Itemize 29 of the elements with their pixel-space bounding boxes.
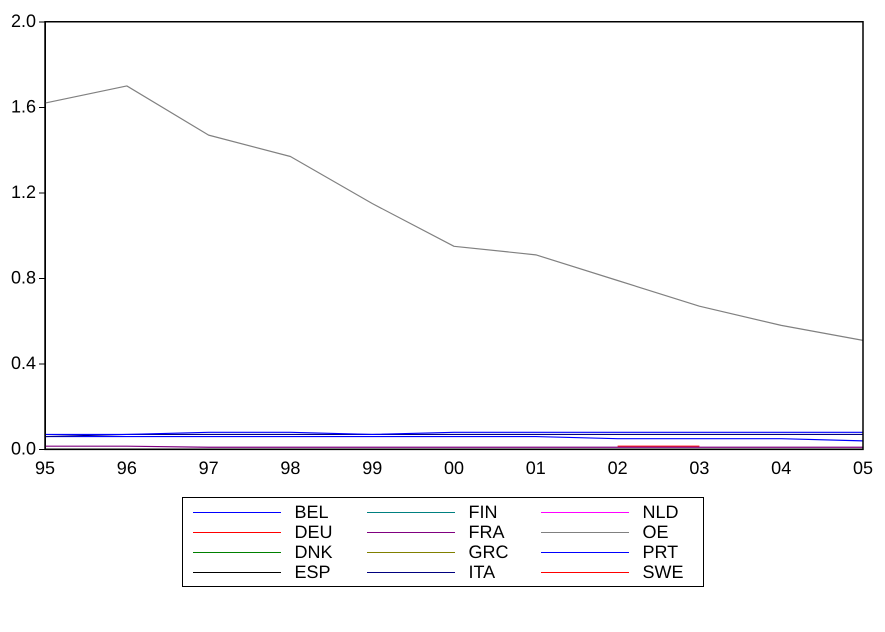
y-tick-label: 0.0 — [10, 438, 36, 458]
x-tick-label: 05 — [852, 458, 874, 478]
x-tick-label: 01 — [526, 458, 546, 478]
x-tick-label: 02 — [608, 458, 628, 478]
x-tick-label: 97 — [198, 458, 219, 478]
x-tick-label: 99 — [362, 458, 382, 478]
x-tick-label: 95 — [35, 458, 56, 478]
legend-label: DEU — [294, 522, 334, 542]
y-tick-label: 2.0 — [10, 10, 36, 31]
legend-label: PRT — [642, 542, 680, 562]
y-tick-label: 0.8 — [10, 267, 36, 288]
legend-label: DNK — [294, 542, 334, 562]
legend-label: FRA — [468, 522, 506, 542]
y-tick-label: 1.2 — [10, 182, 36, 202]
legend-label: BEL — [294, 502, 330, 522]
x-tick-label: 98 — [280, 458, 300, 478]
legend-label: OE — [642, 522, 670, 542]
legend-label: NLD — [642, 502, 680, 522]
y-tick-label: 0.4 — [10, 352, 36, 373]
legend-label: GRC — [468, 542, 510, 562]
legend-label: SWE — [642, 562, 685, 582]
y-tick-label: 1.6 — [10, 96, 36, 116]
x-tick-label: 04 — [771, 458, 792, 478]
legend-label: ESP — [294, 562, 332, 582]
x-tick-label: 96 — [116, 458, 137, 478]
legend-label: ITA — [468, 562, 496, 582]
x-tick-label: 03 — [689, 458, 710, 478]
x-tick-label: 00 — [444, 458, 464, 478]
legend-label: FIN — [468, 502, 498, 522]
